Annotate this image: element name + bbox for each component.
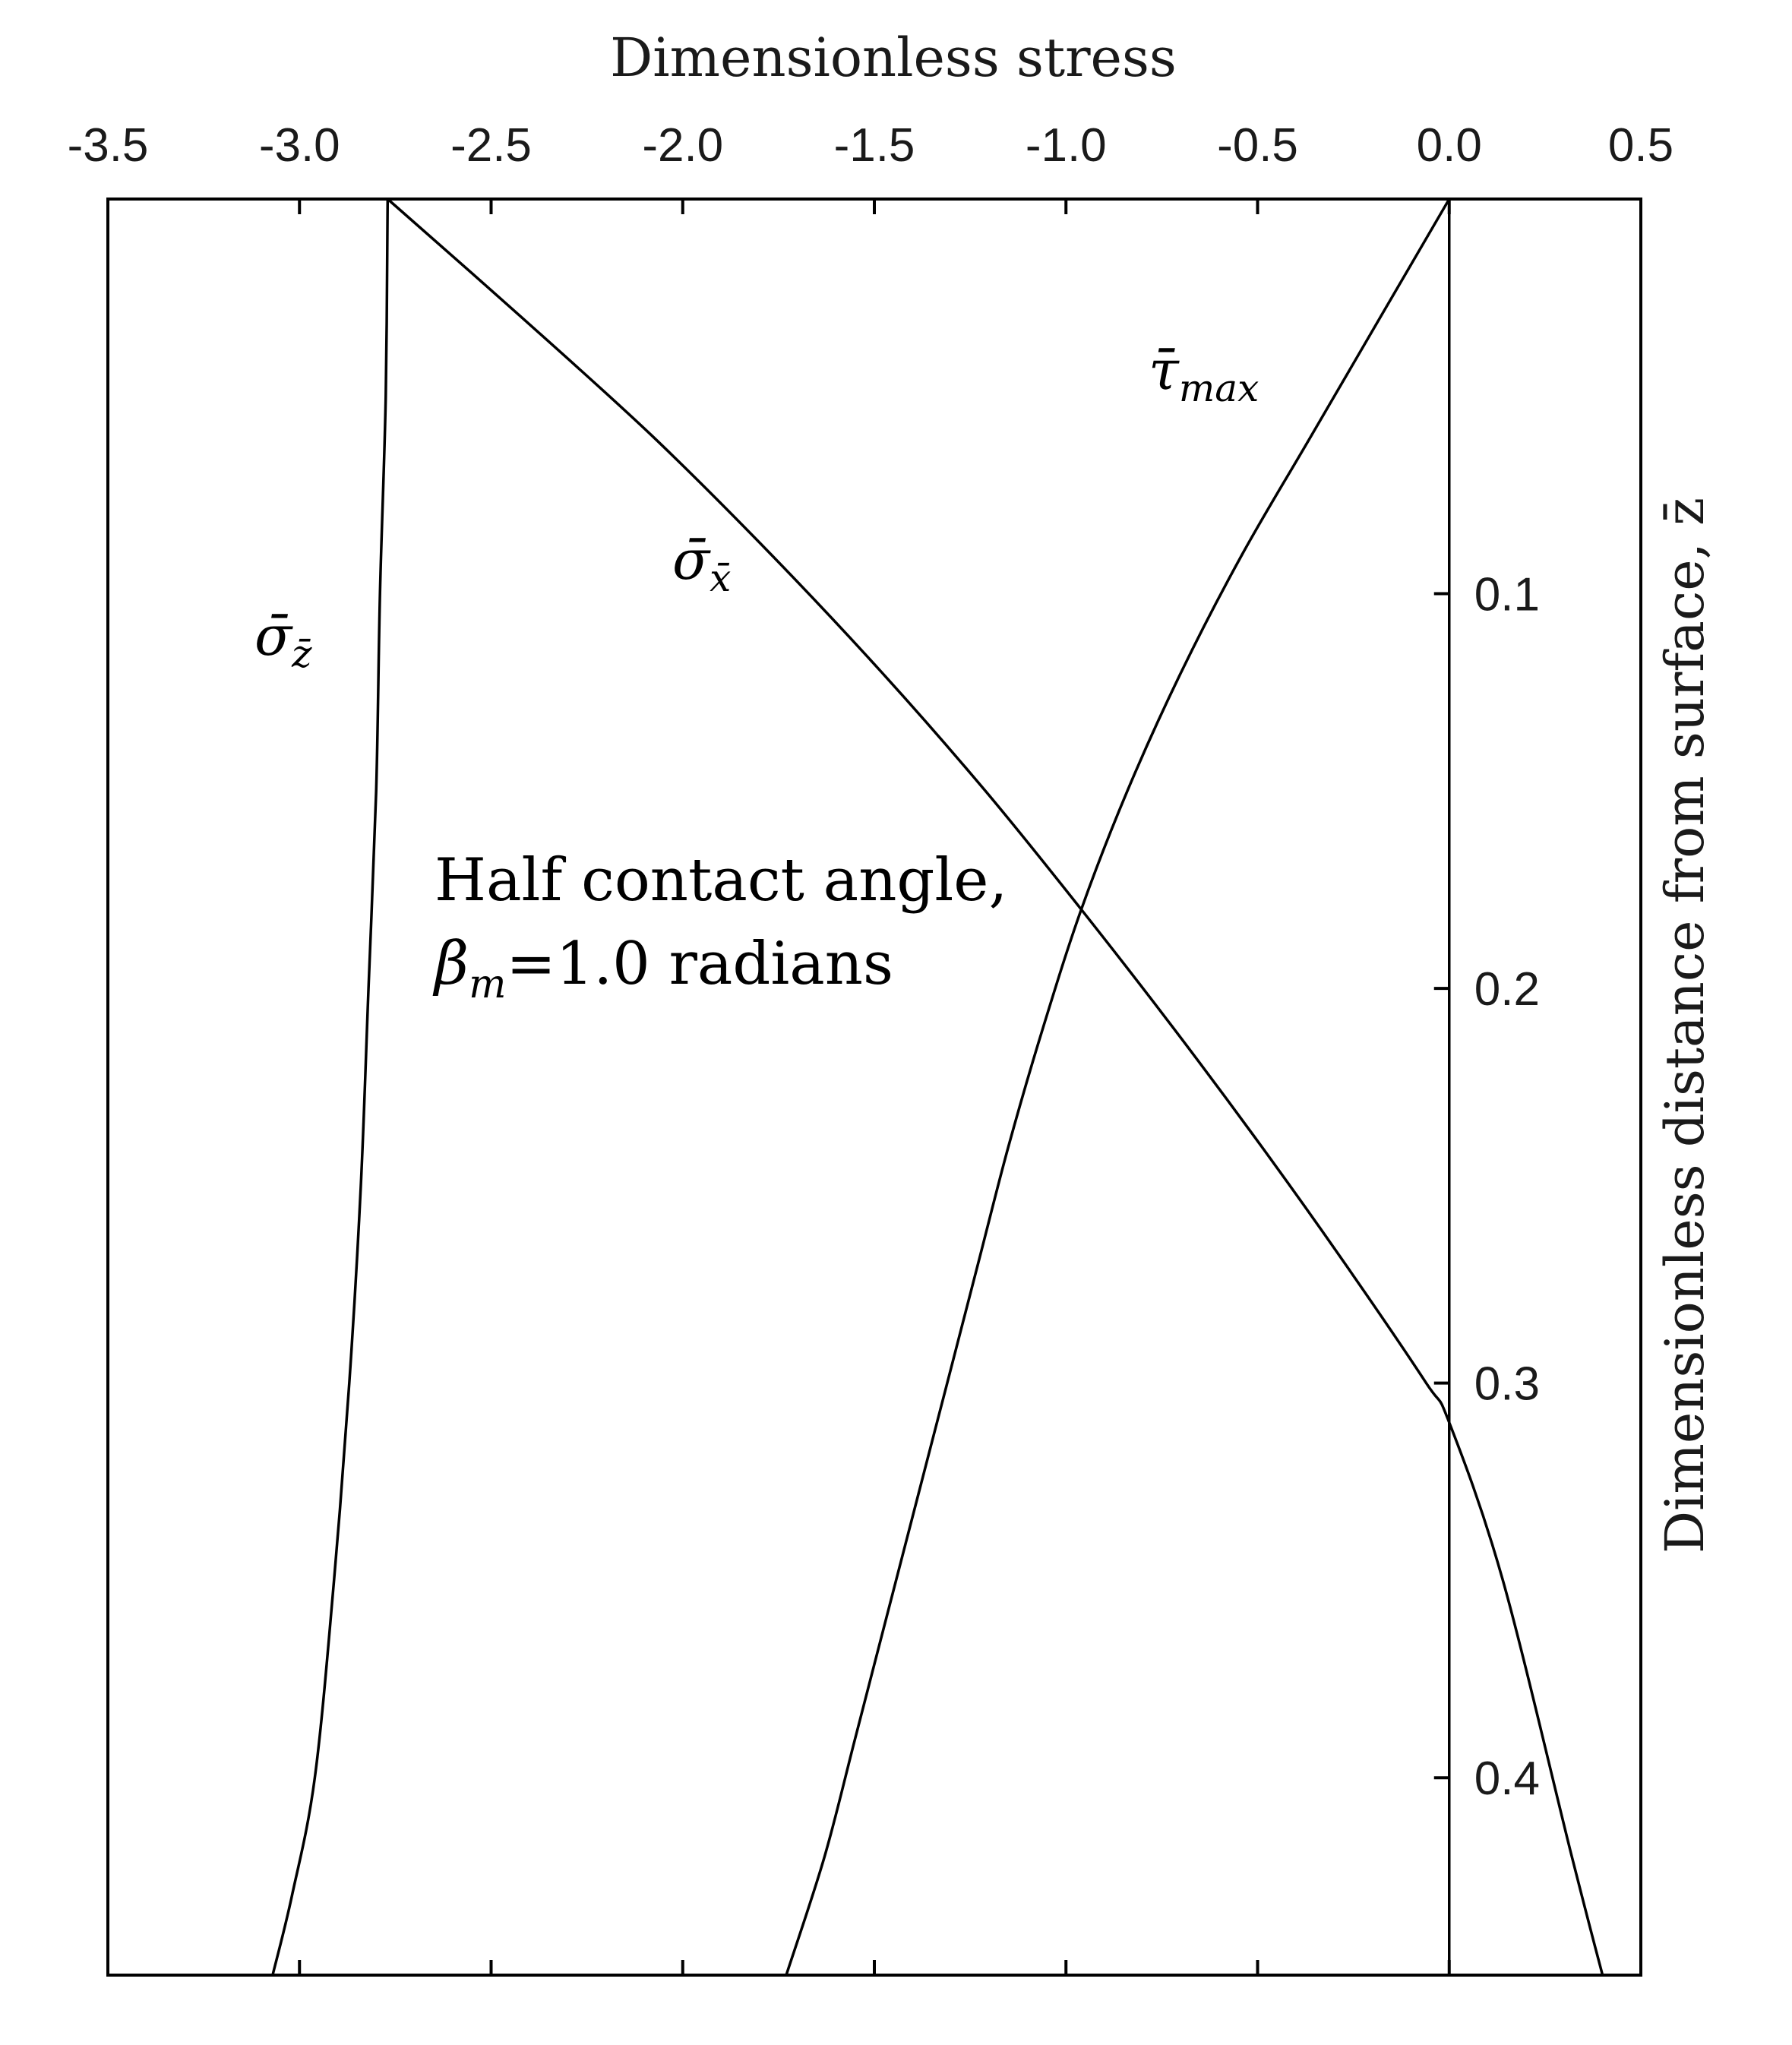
sigma-z-label-main: σ̄: [254, 604, 293, 668]
plot-frame: [106, 198, 1642, 1977]
sigma-z-label-sub: z̄: [291, 632, 312, 676]
x-tick-label: -0.5: [1217, 119, 1298, 172]
sigma-x-label-main: σ̄: [672, 528, 711, 592]
contact-angle-annotation: Half contact angle, βm=1.0 radians: [432, 846, 1007, 1007]
x-tick-label: -2.0: [642, 119, 723, 172]
series-labels: σ̄z̄ σ̄x̄ τ̄max: [254, 338, 1259, 676]
curves-layer: [271, 198, 1604, 1976]
annotation-value: =1.0 radians: [506, 930, 893, 998]
x-tick-label: -1.0: [1026, 119, 1107, 172]
x-tick-label: -1.5: [834, 119, 915, 172]
x-tick-label: -3.5: [68, 119, 149, 172]
tau-max-label-main: τ̄: [1149, 338, 1180, 402]
beta-subscript: m: [469, 962, 506, 1007]
y-tick-label: 0.2: [1474, 963, 1540, 1016]
sigma-x-label-sub: x̄: [710, 556, 731, 600]
annotation-line-2: βm=1.0 radians: [432, 930, 893, 1007]
axis-ticks-layer: -3.5 -3.0 -2.5 -2.0 -1.5 -1.0 -0.5 0.0 0.5 0.1 0.2…: [68, 119, 1673, 1975]
y-axis-title: Dimensionless distance from surface, z̄: [1654, 498, 1716, 1554]
tau-max-label: τ̄max: [1149, 338, 1259, 410]
sigma-z-curve: [271, 198, 390, 1976]
y-tick-label: 0.4: [1474, 1753, 1540, 1805]
tau-max-curve: [785, 198, 1451, 1976]
annotation-line-1: Half contact angle,: [435, 846, 1007, 915]
tau-max-label-sub: max: [1179, 366, 1259, 410]
y-tick-label: 0.1: [1474, 569, 1540, 621]
sigma-x-label: σ̄x̄: [672, 528, 731, 600]
sigma-x-curve: [387, 198, 1604, 1976]
y-tick-label: 0.3: [1474, 1358, 1540, 1411]
x-axis-title: Dimensionless stress: [610, 27, 1177, 89]
x-tick-label: 0.5: [1608, 119, 1673, 172]
sigma-z-label: σ̄z̄: [254, 604, 312, 676]
x-tick-label: -2.5: [450, 119, 532, 172]
beta-symbol: β: [432, 930, 469, 998]
x-tick-label: -3.0: [259, 119, 340, 172]
x-tick-label: 0.0: [1417, 119, 1482, 172]
